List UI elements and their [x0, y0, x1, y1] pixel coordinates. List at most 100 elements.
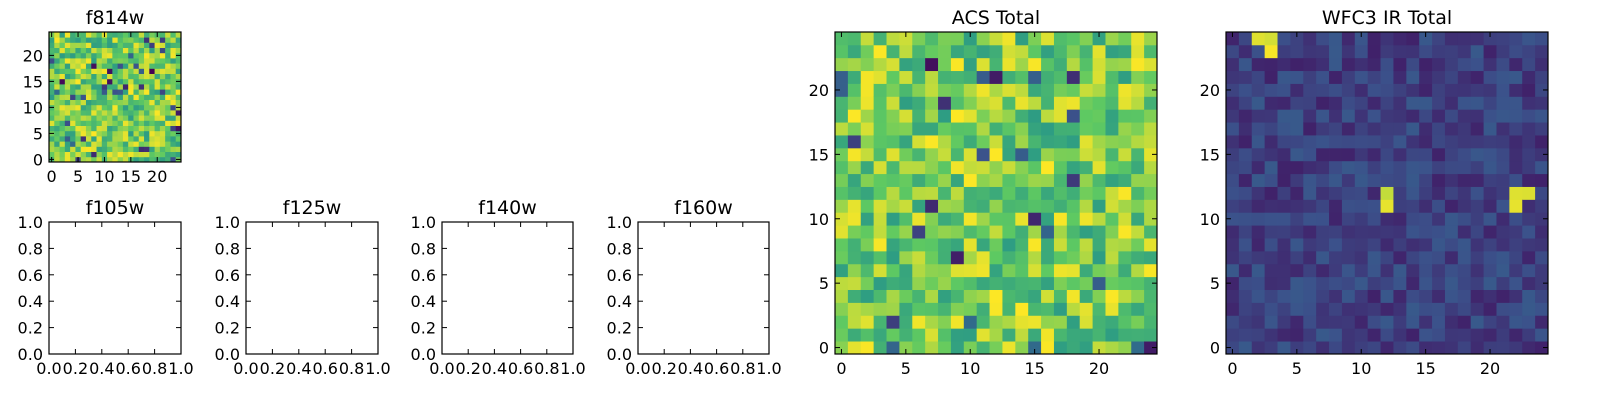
heatmap-cell: [122, 146, 129, 152]
heatmap-cell: [1457, 160, 1472, 175]
heatmap-cell: [1393, 315, 1407, 329]
heatmap-cell: [1354, 186, 1369, 200]
heatmap-cell: [1393, 109, 1407, 123]
heatmap-cell: [835, 225, 849, 239]
heatmap-cell: [950, 147, 965, 162]
heatmap-cell: [1457, 302, 1472, 316]
heatmap-cell: [1341, 199, 1356, 213]
heatmap-cell: [133, 94, 140, 100]
heatmap-cell: [1079, 57, 1093, 72]
heatmap-cell: [963, 70, 978, 84]
heatmap-cell: [59, 42, 66, 48]
heatmap-cell: [1264, 341, 1278, 355]
heatmap-cell: [976, 109, 990, 123]
heatmap-cell: [1316, 83, 1330, 97]
x-tick-label: 0.4: [482, 359, 507, 378]
heatmap-cell: [835, 147, 849, 162]
heatmap-cell: [1419, 199, 1433, 213]
heatmap-cell: [159, 89, 166, 95]
heatmap-cell: [149, 73, 155, 80]
heatmap-cell: [1496, 173, 1510, 187]
heatmap-cell: [1131, 186, 1145, 200]
heatmap-cell: [96, 110, 103, 116]
heatmap-cell: [938, 315, 952, 329]
heatmap-cell: [1380, 57, 1394, 72]
heatmap-cell: [1367, 57, 1381, 72]
heatmap-cell: [950, 160, 965, 175]
heatmap-cell: [1535, 276, 1549, 290]
heatmap-cell: [149, 58, 155, 64]
heatmap-cell: [1380, 122, 1394, 136]
heatmap-cell: [117, 63, 124, 69]
heatmap-cell: [149, 104, 155, 111]
heatmap-cell: [1226, 173, 1240, 187]
heatmap-cell: [835, 32, 849, 46]
heatmap-cell: [122, 84, 129, 90]
heatmap-cell: [165, 115, 171, 121]
heatmap-cell: [899, 32, 913, 46]
heatmap-cell: [1329, 122, 1343, 136]
heatmap-cell: [1470, 341, 1484, 355]
heatmap-cell: [138, 115, 145, 121]
heatmap-cell: [101, 130, 108, 137]
heatmap-cell: [1144, 109, 1158, 123]
heatmap-cell: [170, 130, 177, 137]
heatmap-cell: [159, 136, 166, 142]
heatmap-cell: [1079, 302, 1093, 316]
heatmap-cell: [899, 315, 913, 329]
heatmap-cell: [1470, 44, 1484, 59]
heatmap-cell: [1329, 276, 1343, 290]
heatmap-cell: [1303, 135, 1317, 149]
heatmap-cell: [1535, 160, 1549, 175]
heatmap-cell: [1015, 315, 1029, 329]
heatmap-cell: [950, 135, 965, 149]
heatmap-cell: [75, 73, 82, 80]
heatmap-cell: [1522, 341, 1536, 355]
heatmap-cell: [1144, 44, 1158, 59]
heatmap-cell: [54, 73, 60, 80]
heatmap-cell: [144, 73, 150, 80]
heatmap-cell: [1367, 212, 1381, 226]
heatmap-cell: [1444, 341, 1459, 355]
heatmap-cell: [976, 122, 990, 136]
heatmap-cell: [80, 42, 87, 48]
heatmap-cell: [1354, 328, 1369, 342]
heatmap-cell: [64, 104, 71, 111]
heatmap-cell: [80, 73, 87, 80]
heatmap-cell: [938, 186, 952, 200]
heatmap-cell: [1393, 212, 1407, 226]
heatmap-cell: [64, 115, 71, 121]
heatmap-cell: [75, 47, 82, 54]
heatmap-cell: [860, 57, 875, 72]
heatmap-cell: [1226, 289, 1240, 303]
heatmap-cell: [950, 44, 965, 59]
heatmap-cell: [1457, 173, 1472, 187]
heatmap-cell: [1457, 341, 1472, 355]
heatmap-cell: [1380, 302, 1394, 316]
heatmap-cell: [989, 57, 1003, 72]
heatmap-cell: [1144, 341, 1158, 355]
heatmap-cell: [860, 289, 875, 303]
heatmap-cell: [1316, 135, 1330, 149]
heatmap-cell: [912, 186, 926, 200]
heatmap-cell: [835, 186, 849, 200]
heatmap-cell: [75, 146, 82, 152]
heatmap-cell: [1290, 212, 1304, 226]
heatmap-cell: [75, 63, 82, 69]
heatmap-cell: [49, 115, 55, 121]
heatmap-cell: [149, 115, 155, 121]
heatmap-cell: [1470, 122, 1484, 136]
y-tick-label: 0.0: [215, 345, 240, 364]
heatmap-cell: [107, 110, 113, 116]
heatmap-cell: [1066, 96, 1081, 110]
heatmap-cell: [989, 341, 1003, 355]
heatmap-cell: [1444, 250, 1459, 265]
heatmap-cell: [1470, 173, 1484, 187]
heatmap-cell: [886, 122, 900, 136]
heatmap-cell: [1354, 212, 1369, 226]
heatmap-cell: [1354, 32, 1369, 46]
heatmap-cell: [144, 99, 150, 106]
heatmap-cell: [107, 141, 113, 147]
heatmap-cell: [1444, 135, 1459, 149]
heatmap-cell: [1053, 57, 1068, 72]
